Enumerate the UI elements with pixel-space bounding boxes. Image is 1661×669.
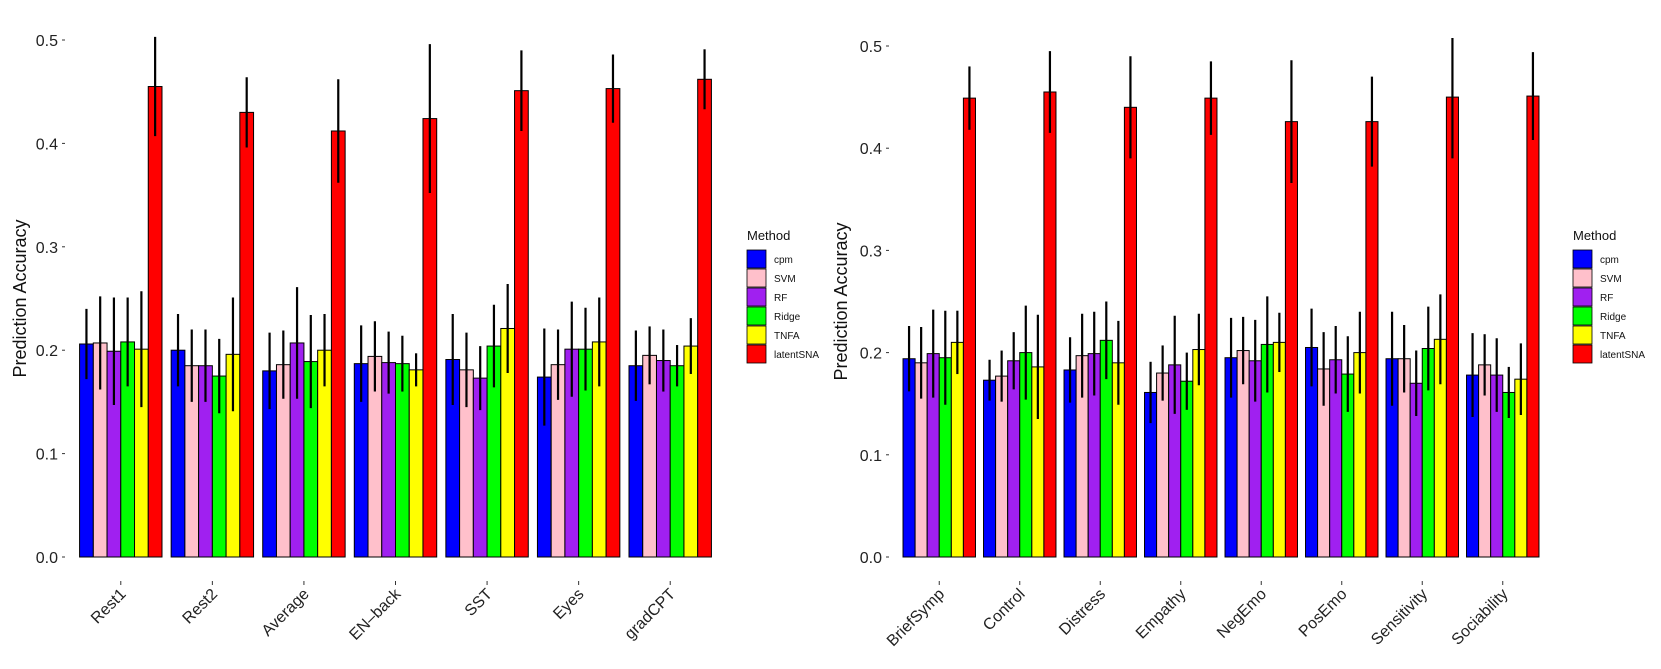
- bar-en-back-ridge: [395, 363, 410, 558]
- x-tick-label: Eyes: [550, 586, 587, 623]
- bar-gradcpt-ridge: [669, 365, 685, 558]
- y-tick-label: 0.2: [36, 343, 58, 360]
- x-tick-label: BriefSymp: [884, 586, 948, 650]
- bar-briefsymp-tnfa: [950, 341, 964, 558]
- y-tick-label: 0.0: [860, 550, 882, 567]
- bar-en-back-tnfa: [408, 369, 424, 558]
- bar-rest1-latentsna: [147, 86, 163, 558]
- legend-label-tnfa: TNFA: [774, 331, 800, 342]
- y-tick-label: 0.5: [36, 33, 58, 50]
- x-tick-label: Rest1: [88, 586, 130, 628]
- x-tick-label: NegEmo: [1214, 586, 1270, 642]
- y-tick-label: 0.5: [860, 39, 882, 56]
- legend: Method cpm SVM RF Ridge TNFA latentSNA: [1572, 228, 1645, 364]
- legend-swatch-ridge: [746, 306, 767, 326]
- legend-label-svm: SVM: [1600, 274, 1622, 285]
- legend-label-tnfa: TNFA: [1600, 331, 1626, 342]
- legend-swatch-tnfa: [746, 325, 767, 345]
- legend-title: Method: [1573, 228, 1616, 243]
- bar-eyes-latentsna: [605, 88, 621, 558]
- bar-negemo-latentsna: [1284, 121, 1298, 558]
- bar-gradcpt-latentsna: [697, 78, 712, 558]
- y-tick-label: 0.2: [860, 346, 882, 363]
- y-tick-label: 0.0: [36, 550, 58, 567]
- legend-swatch-svm: [746, 268, 767, 288]
- legend-swatch-cpm: [746, 249, 767, 269]
- bar-control-latentsna: [1043, 91, 1057, 558]
- chart-panel-2: 0.0 0.1 0.2 0.3 0.4 0.5 Prediction Accuracy Bri…: [831, 38, 1645, 650]
- x-tick-label: Sociability: [1449, 586, 1512, 649]
- x-tick-label: gradCPT: [622, 586, 679, 643]
- y-tick-label: 0.3: [36, 240, 58, 257]
- legend-label-latentsna: latentSNA: [774, 350, 819, 361]
- bar-gradcpt-svm: [642, 354, 657, 558]
- x-tick-label: SST: [462, 586, 496, 620]
- y-axis-title: Prediction Accuracy: [10, 219, 30, 377]
- bar-gradcpt-tnfa: [683, 345, 699, 558]
- y-axis-title: Prediction Accuracy: [831, 222, 851, 380]
- bar-control-rf: [1007, 360, 1021, 558]
- y-tick-label: 0.3: [860, 243, 882, 260]
- legend-swatch-ridge: [1572, 306, 1593, 326]
- legend-swatch-rf: [1572, 287, 1593, 307]
- legend-title: Method: [747, 228, 790, 243]
- legend-label-ridge: Ridge: [1600, 312, 1627, 323]
- bar-control-svm: [995, 375, 1009, 558]
- bar-distress-latentsna: [1123, 106, 1137, 558]
- bar-rest2-latentsna: [239, 111, 255, 558]
- y-tick-label: 0.4: [860, 141, 882, 158]
- y-tick-label: 0.1: [36, 447, 58, 464]
- legend-label-ridge: Ridge: [774, 312, 801, 323]
- legend-swatch-latentsna: [1572, 344, 1593, 364]
- x-tick-label: Average: [259, 586, 313, 640]
- bar-negemo-tnfa: [1272, 341, 1286, 558]
- x-tick-label: EN–back: [346, 585, 405, 644]
- legend-label-cpm: cpm: [1600, 255, 1619, 266]
- bar-sst-latentsna: [514, 90, 529, 558]
- legend-swatch-rf: [746, 287, 767, 307]
- chart-panel-1: 0.0 0.1 0.2 0.3 0.4 0.5 Prediction Accuracy Res…: [10, 33, 819, 644]
- legend-swatch-svm: [1572, 268, 1593, 288]
- bar-posemo-latentsna: [1365, 121, 1379, 558]
- x-tick-label: Control: [980, 586, 1028, 634]
- legend-label-cpm: cpm: [774, 255, 793, 266]
- bar-briefsymp-latentsna: [962, 97, 976, 558]
- x-tick-label: PosEmo: [1296, 586, 1351, 641]
- bar-sociability-latentsna: [1526, 95, 1540, 558]
- legend-label-svm: SVM: [774, 274, 796, 285]
- y-tick-label: 0.4: [36, 136, 58, 153]
- x-tick-label: Sensitivity: [1368, 586, 1431, 649]
- legend-label-rf: RF: [1600, 293, 1613, 304]
- bar-empathy-latentsna: [1204, 97, 1218, 558]
- x-tick-label: Distress: [1056, 586, 1109, 639]
- legend: Method cpm SVM RF Ridge TNFA latentSNA: [746, 228, 819, 364]
- legend-label-latentsna: latentSNA: [1600, 350, 1645, 361]
- legend-swatch-cpm: [1572, 249, 1593, 269]
- x-tick-label: Empathy: [1133, 586, 1190, 643]
- legend-swatch-tnfa: [1572, 325, 1593, 345]
- y-tick-label: 0.1: [860, 448, 882, 465]
- bar-average-latentsna: [330, 130, 346, 558]
- legend-label-rf: RF: [774, 293, 787, 304]
- bar-control-cpm: [983, 379, 997, 558]
- x-tick-label: Rest2: [180, 586, 222, 628]
- bar-sensitivity-latentsna: [1445, 96, 1459, 558]
- legend-swatch-latentsna: [746, 344, 767, 364]
